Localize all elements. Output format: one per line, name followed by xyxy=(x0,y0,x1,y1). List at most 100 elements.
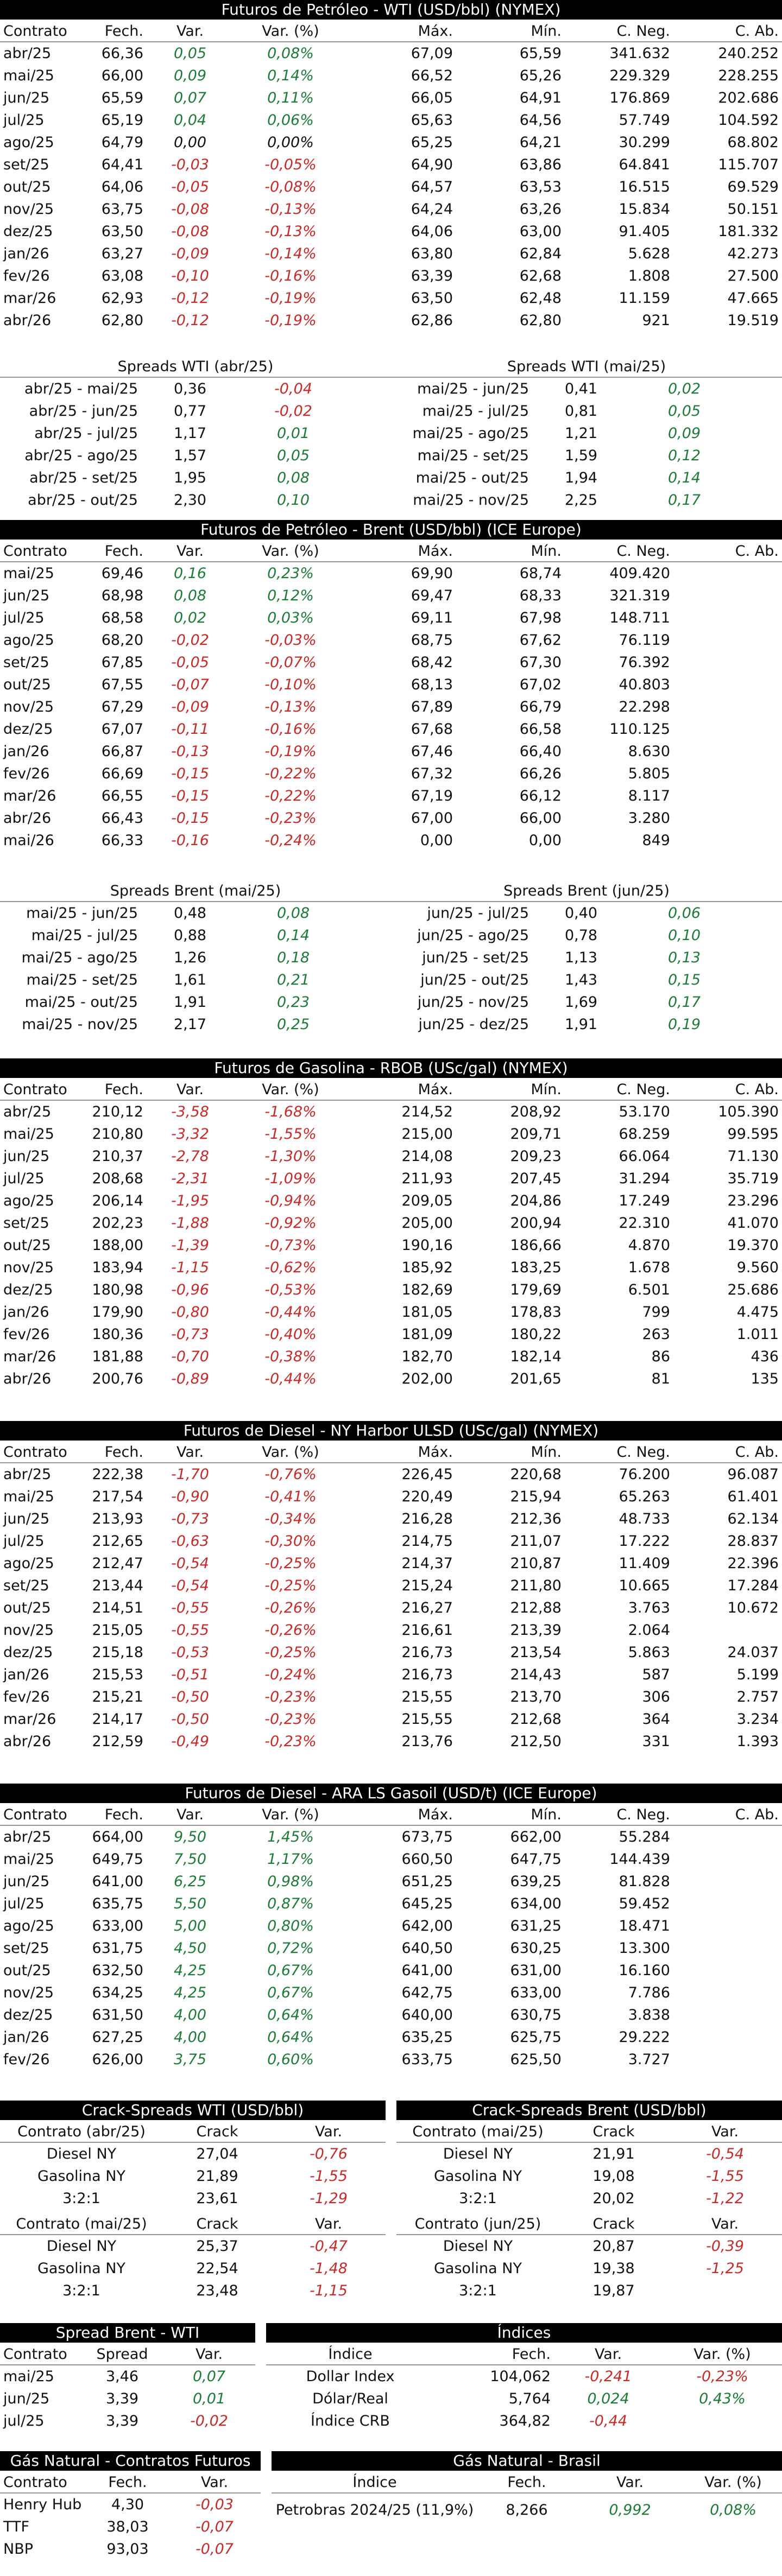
spread-value: 0,48 xyxy=(173,905,207,922)
table-row: mai/25 - jul/25 0,88 0,14 xyxy=(0,924,391,947)
table-cell: jun/25 xyxy=(3,2390,50,2407)
crack-change: -1,15 xyxy=(310,2282,348,2299)
column-header: Var. (%) xyxy=(663,2344,782,2365)
table-row: dez/25 67,07 -0,11 -0,16% 67,68 66,58 110.125 xyxy=(0,718,782,740)
spacer xyxy=(739,422,782,445)
table-row: ago/25 64,79 0,00 0,00% 65,25 64,21 30.299 68.8… xyxy=(0,131,782,154)
table-cell: 11.409 xyxy=(619,1555,670,1572)
spread-label: mai/25 - nov/25 xyxy=(22,1016,138,1033)
table-cell: 0,11% xyxy=(267,90,314,106)
spread-label: mai/25 - out/25 xyxy=(24,994,138,1011)
table-cell: 215,94 xyxy=(510,1488,562,1505)
spread-title-row: Spreads Brent (mai/25) xyxy=(0,880,392,902)
table-cell: 181.332 xyxy=(718,223,779,240)
table-cell: -0,25% xyxy=(264,1577,317,1594)
table-cell xyxy=(673,2004,782,2026)
table-cell: 4,30 xyxy=(111,2496,144,2513)
spread-label: abr/25 - mai/25 xyxy=(24,380,138,397)
table-cell: 210,37 xyxy=(92,1148,143,1165)
table-cell: 0,00 xyxy=(173,134,207,151)
table-row: jul/25 635,75 5,50 0,87% 645,25 634,00 59.452 xyxy=(0,1893,782,1915)
crack-change: -0,47 xyxy=(310,2238,348,2255)
table-cell: -1,39 xyxy=(171,1237,209,1254)
column-header: Máx. xyxy=(348,541,456,562)
table-cell: 0,08% xyxy=(710,2501,756,2518)
table-cell: 17.249 xyxy=(619,1192,670,1209)
crack-change: -1,22 xyxy=(706,2190,744,2207)
crack-brent-header: Crack-Spreads Brent (USD/bbl) xyxy=(396,2101,782,2120)
table-row: abr/26 212,59 -0,49 -0,23% 213,76 212,50 331 1.… xyxy=(0,1730,782,1753)
table-cell: 57.749 xyxy=(619,112,670,129)
spacer xyxy=(739,1013,782,1036)
column-header: C. Neg. xyxy=(565,21,673,42)
table-cell: 212,47 xyxy=(92,1555,143,1572)
spread-value: 1,91 xyxy=(173,994,207,1011)
table-cell xyxy=(673,807,782,829)
table-cell: fev/26 xyxy=(3,1689,50,1705)
table-cell: 228.255 xyxy=(718,67,779,84)
table-cell: 22.310 xyxy=(619,1215,670,1232)
table-cell: 23.296 xyxy=(727,1192,779,1209)
spread-value: 1,69 xyxy=(564,994,598,1011)
spread-label: jun/25 - nov/25 xyxy=(417,994,529,1011)
header-row: Contrato (mai/25) Crack Var. xyxy=(396,2121,782,2143)
table-cell: jan/26 xyxy=(3,1304,49,1321)
table-row: Gasolina NY 19,38 -1,25 xyxy=(396,2257,782,2280)
table-cell: 212,59 xyxy=(92,1733,143,1750)
table-cell: 0,05 xyxy=(173,45,207,62)
table-cell: 17.222 xyxy=(619,1533,670,1550)
table-cell: 65,59 xyxy=(101,90,143,106)
table-cell: 13.300 xyxy=(619,1940,670,1957)
crack-wti-1: Contrato (abr/25) Crack Var. Diesel NY 27,04… xyxy=(0,2121,386,2210)
table-cell: nov/25 xyxy=(3,201,54,218)
table-cell: 631,00 xyxy=(510,1962,562,1979)
table-row: set/25 67,85 -0,05 -0,07% 68,42 67,30 76.392 xyxy=(0,651,782,674)
table-row: mai/25 - jul/25 0,81 0,05 xyxy=(391,400,782,422)
table-cell: -0,23% xyxy=(264,1689,317,1705)
table-cell xyxy=(673,718,782,740)
crack-value: 22,54 xyxy=(196,2260,238,2277)
table-cell: -0,14% xyxy=(264,245,317,262)
table-cell: 63,50 xyxy=(411,290,453,307)
table-cell: 4,00 xyxy=(173,2007,207,2023)
table-cell: -0,23% xyxy=(696,2368,748,2385)
table-row: mai/25 66,00 0,09 0,14% 66,52 65,26 229.329 228… xyxy=(0,65,782,87)
crack-value: 21,89 xyxy=(196,2168,238,2185)
spread-value: 1,59 xyxy=(564,447,598,464)
table-cell: 76.119 xyxy=(619,632,670,649)
table-cell: 634,00 xyxy=(510,1895,562,1912)
crack-value: 20,87 xyxy=(592,2238,635,2255)
table-cell: 206,14 xyxy=(92,1192,143,1209)
spacer xyxy=(739,902,782,924)
table-cell: 0,16 xyxy=(173,565,207,582)
table-cell: 921 xyxy=(642,312,670,329)
table-cell: 67,55 xyxy=(101,676,143,693)
table-cell: -0,15 xyxy=(171,810,209,827)
table-cell: -0,23% xyxy=(264,1733,317,1750)
spread-title-row: Spreads WTI (abr/25) xyxy=(0,356,392,378)
spread-change: 0,14 xyxy=(667,469,701,486)
table-cell: dez/25 xyxy=(3,1281,53,1298)
table-row: mar/26 66,55 -0,15 -0,22% 67,19 66,12 8.117 xyxy=(0,785,782,807)
table-row: jun/25 - out/25 1,43 0,15 xyxy=(391,969,782,991)
table-cell: fev/26 xyxy=(3,765,50,782)
table-row: mar/26 214,17 -0,50 -0,23% 215,55 212,68 364 3.… xyxy=(0,1708,782,1730)
crack-value: 19,87 xyxy=(592,2282,635,2299)
table-cell: 76.200 xyxy=(619,1466,670,1483)
crack-label: Diesel NY xyxy=(46,2238,117,2255)
crack-brent-1: Contrato (mai/25) Crack Var. Diesel NY 21,91… xyxy=(396,2121,782,2210)
table-cell: 631,75 xyxy=(92,1940,143,1957)
spread-value: 1,91 xyxy=(564,1016,598,1033)
table-cell: 5.628 xyxy=(628,245,670,262)
table-cell: 647,75 xyxy=(510,1851,562,1868)
table-cell: 35.719 xyxy=(727,1170,779,1187)
table-cell: 68.802 xyxy=(727,134,779,151)
table-cell: mar/26 xyxy=(3,1348,56,1365)
header-row: Contrato (jun/25) Crack Var. xyxy=(396,2213,782,2235)
table-cell: 16.160 xyxy=(619,1962,670,1979)
table-cell: 59.452 xyxy=(619,1895,670,1912)
table-cell: 673,75 xyxy=(401,1829,453,1845)
table-cell: 201,65 xyxy=(510,1371,562,1387)
column-header: Contrato xyxy=(0,541,71,562)
table-row: nov/25 67,29 -0,09 -0,13% 67,89 66,79 22.298 xyxy=(0,696,782,718)
